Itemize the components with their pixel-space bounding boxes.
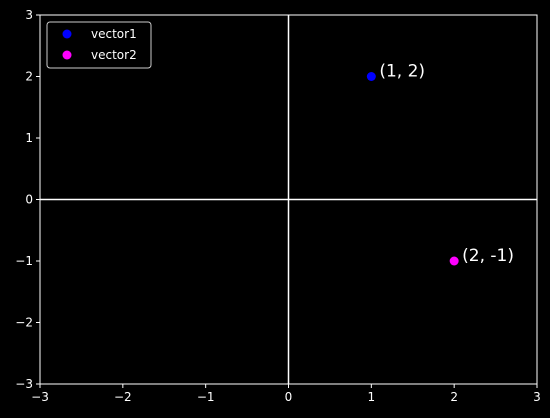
vector1-point [366,72,376,81]
y-tick-label: 1 [25,131,33,145]
y-tick-label: −2 [15,316,33,330]
vector1-point-label: (1, 2) [379,62,425,82]
legend-label-vector1: vector1 [91,27,137,41]
x-tick-label: 1 [368,390,376,404]
x-tick-label: −2 [114,390,132,404]
y-tick-label: 3 [25,8,33,22]
plot-frame [39,14,538,385]
y-axis-ticks: −3 −2 −1 0 1 2 3 [15,8,40,391]
x-tick-label: 0 [285,390,293,404]
y-tick-label: −1 [15,254,33,268]
y-tick-label: −3 [15,377,33,391]
data-points: (1, 2) (2, -1) [366,62,514,266]
vector2-point [449,256,459,266]
legend-label-vector2: vector2 [91,48,137,62]
x-axis-ticks: −3 −2 −1 0 1 2 3 [31,384,541,404]
legend-box [46,21,152,69]
x-tick-label: 3 [533,390,541,404]
y-tick-label: 0 [25,193,33,207]
x-tick-label: −1 [197,390,215,404]
legend-marker-vector2 [62,50,72,60]
x-tick-label: 2 [450,390,458,404]
y-tick-label: 2 [25,70,33,84]
x-tick-label: −3 [31,390,49,404]
vector2-point-label: (2, -1) [462,246,514,266]
legend-marker-vector1 [62,29,72,39]
legend: vector1 vector2 [46,21,152,69]
